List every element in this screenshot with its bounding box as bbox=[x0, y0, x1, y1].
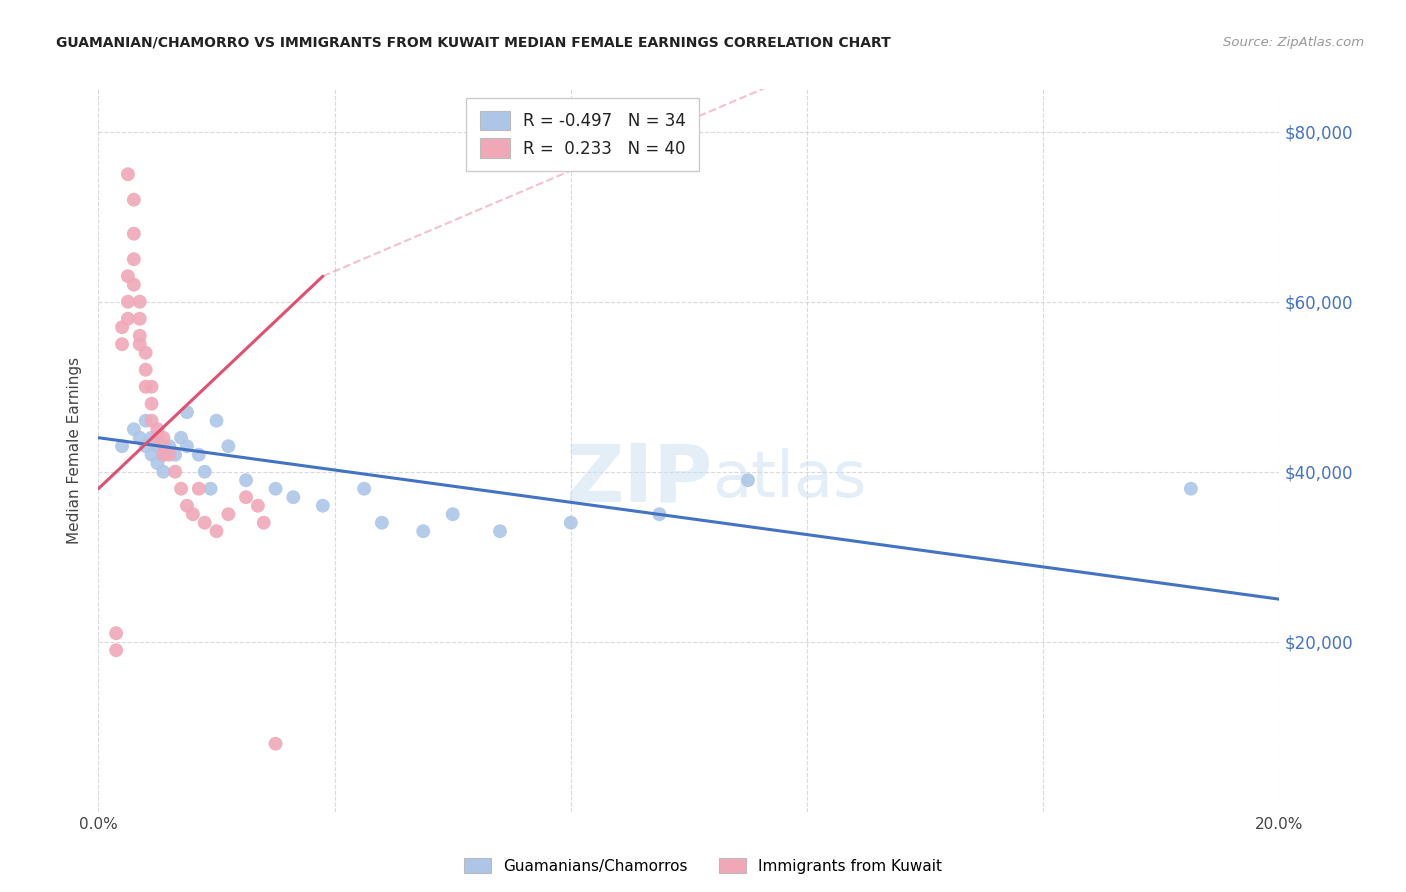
Point bbox=[205, 524, 228, 539]
Legend: R = -0.497   N = 34, R =  0.233   N = 40: R = -0.497 N = 34, R = 0.233 N = 40 bbox=[467, 97, 699, 171]
Point bbox=[205, 414, 228, 428]
Point bbox=[111, 337, 134, 351]
Point bbox=[117, 269, 139, 284]
Point bbox=[165, 465, 187, 479]
Point bbox=[105, 626, 128, 640]
Point bbox=[152, 465, 174, 479]
Point bbox=[246, 499, 269, 513]
Point bbox=[122, 252, 145, 267]
Point bbox=[648, 507, 671, 521]
Point bbox=[371, 516, 394, 530]
Point bbox=[117, 294, 139, 309]
Point bbox=[117, 167, 139, 181]
Text: GUAMANIAN/CHAMORRO VS IMMIGRANTS FROM KUWAIT MEDIAN FEMALE EARNINGS CORRELATION : GUAMANIAN/CHAMORRO VS IMMIGRANTS FROM KU… bbox=[56, 36, 891, 50]
Point bbox=[128, 337, 150, 351]
Point bbox=[1180, 482, 1202, 496]
Point bbox=[135, 345, 157, 359]
Point bbox=[146, 422, 169, 436]
Point bbox=[283, 490, 305, 504]
Point bbox=[253, 516, 276, 530]
Point bbox=[200, 482, 222, 496]
Text: ZIP: ZIP bbox=[565, 441, 713, 518]
Point bbox=[176, 499, 198, 513]
Point bbox=[157, 439, 180, 453]
Point bbox=[122, 277, 145, 292]
Point bbox=[122, 193, 145, 207]
Point bbox=[128, 328, 150, 343]
Point bbox=[235, 473, 257, 487]
Point bbox=[135, 414, 157, 428]
Point bbox=[152, 448, 174, 462]
Point bbox=[146, 456, 169, 470]
Point bbox=[194, 516, 217, 530]
Point bbox=[122, 227, 145, 241]
Point bbox=[141, 397, 163, 411]
Point bbox=[170, 431, 193, 445]
Point bbox=[264, 482, 287, 496]
Point bbox=[165, 448, 187, 462]
Point bbox=[264, 737, 287, 751]
Text: Source: ZipAtlas.com: Source: ZipAtlas.com bbox=[1223, 36, 1364, 49]
Point bbox=[441, 507, 464, 521]
Point bbox=[176, 405, 198, 419]
Point bbox=[105, 643, 128, 657]
Point bbox=[122, 422, 145, 436]
Point bbox=[312, 499, 335, 513]
Point bbox=[187, 482, 209, 496]
Point bbox=[146, 431, 169, 445]
Text: atlas: atlas bbox=[713, 449, 868, 510]
Point bbox=[235, 490, 257, 504]
Point bbox=[146, 439, 169, 453]
Point bbox=[181, 507, 204, 521]
Point bbox=[135, 362, 157, 376]
Point bbox=[194, 465, 217, 479]
Point bbox=[117, 311, 139, 326]
Point bbox=[217, 439, 239, 453]
Point bbox=[170, 482, 193, 496]
Point bbox=[111, 320, 134, 334]
Point bbox=[176, 439, 198, 453]
Point bbox=[560, 516, 582, 530]
Point bbox=[152, 431, 174, 445]
Point bbox=[737, 473, 759, 487]
Point bbox=[128, 431, 150, 445]
Point bbox=[135, 439, 157, 453]
Point bbox=[353, 482, 375, 496]
Point bbox=[135, 380, 157, 394]
Point bbox=[111, 439, 134, 453]
Point bbox=[489, 524, 512, 539]
Point bbox=[128, 294, 150, 309]
Point bbox=[141, 414, 163, 428]
Point bbox=[157, 448, 180, 462]
Point bbox=[141, 431, 163, 445]
Point bbox=[152, 439, 174, 453]
Point bbox=[412, 524, 434, 539]
Legend: Guamanians/Chamorros, Immigrants from Kuwait: Guamanians/Chamorros, Immigrants from Ku… bbox=[457, 852, 949, 880]
Point bbox=[128, 311, 150, 326]
Y-axis label: Median Female Earnings: Median Female Earnings bbox=[67, 357, 83, 544]
Point bbox=[141, 380, 163, 394]
Point bbox=[187, 448, 209, 462]
Point bbox=[217, 507, 239, 521]
Point bbox=[141, 448, 163, 462]
Point bbox=[152, 448, 174, 462]
